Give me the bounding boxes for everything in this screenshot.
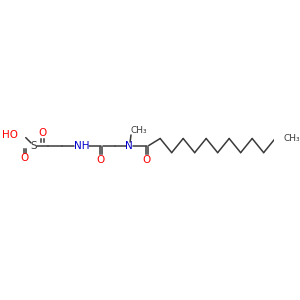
- Text: CH₃: CH₃: [131, 126, 148, 135]
- Text: CH₃: CH₃: [284, 134, 300, 143]
- Text: O: O: [143, 155, 151, 165]
- Text: NH: NH: [74, 141, 89, 151]
- Text: S: S: [30, 141, 37, 151]
- Text: O: O: [38, 128, 47, 138]
- Text: N: N: [125, 141, 133, 151]
- Text: O: O: [97, 155, 105, 165]
- Text: HO: HO: [2, 130, 18, 140]
- Text: O: O: [21, 153, 29, 163]
